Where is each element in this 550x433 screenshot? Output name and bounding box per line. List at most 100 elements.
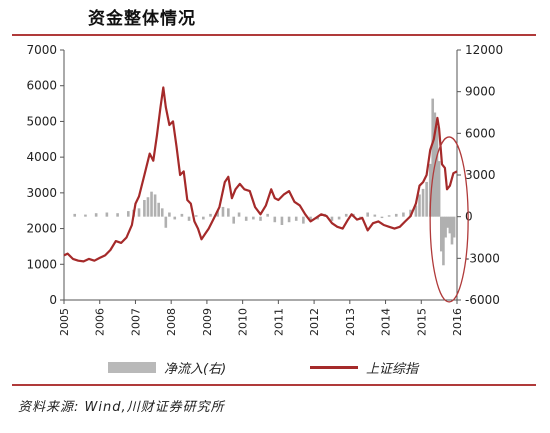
title-divider bbox=[12, 34, 536, 36]
net-inflow-bar bbox=[194, 215, 198, 217]
net-inflow-bar bbox=[116, 213, 119, 217]
net-inflow-bar bbox=[373, 214, 377, 217]
left-tick-label: 1000 bbox=[26, 257, 57, 271]
net-inflow-bar bbox=[164, 216, 168, 228]
right-tick-label: 6000 bbox=[465, 126, 496, 140]
net-inflow-bar bbox=[160, 208, 164, 217]
x-tick-label: 2015 bbox=[415, 308, 428, 336]
net-inflow-bar bbox=[280, 216, 284, 225]
right-tick-label: 0 bbox=[465, 210, 473, 224]
left-tick-label: 0 bbox=[49, 293, 57, 307]
net-inflow-bar bbox=[84, 214, 87, 217]
net-inflow-bar bbox=[273, 216, 277, 223]
x-tick-label: 2006 bbox=[94, 308, 107, 336]
net-inflow-bar bbox=[435, 126, 439, 217]
right-tick-label: 3000 bbox=[465, 168, 496, 182]
net-inflow-bar bbox=[157, 202, 160, 217]
net-inflow-bar bbox=[137, 208, 141, 217]
net-inflow-bar bbox=[446, 216, 450, 228]
x-tick-label: 2012 bbox=[308, 308, 321, 336]
net-inflow-bar bbox=[394, 213, 398, 217]
net-inflow-bar bbox=[450, 216, 454, 245]
net-inflow-bar bbox=[94, 213, 98, 217]
x-tick-label: 2005 bbox=[58, 308, 71, 336]
x-tick-label: 2016 bbox=[451, 308, 464, 336]
left-tick-label: 3000 bbox=[26, 186, 57, 200]
net-inflow-bar bbox=[428, 163, 432, 217]
net-inflow-bar bbox=[202, 216, 205, 220]
x-tick-label: 2009 bbox=[201, 308, 214, 336]
net-inflow-bar bbox=[287, 216, 291, 223]
net-inflow-bar bbox=[266, 213, 269, 217]
net-inflow-bar bbox=[180, 213, 184, 217]
net-inflow-bar bbox=[309, 216, 312, 221]
x-tick-label: 2010 bbox=[237, 308, 250, 336]
left-tick-label: 6000 bbox=[26, 79, 57, 93]
net-inflow-bar bbox=[414, 205, 418, 217]
net-inflow-bar bbox=[402, 212, 405, 217]
x-tick-label: 2014 bbox=[380, 308, 393, 336]
right-tick-label: -6000 bbox=[465, 293, 500, 307]
net-inflow-bar bbox=[366, 212, 369, 217]
left-tick-label: 5000 bbox=[26, 114, 57, 128]
net-inflow-bar bbox=[173, 216, 177, 220]
net-inflow-bar bbox=[127, 211, 130, 217]
index-line bbox=[63, 86, 458, 263]
net-inflow-bar bbox=[105, 212, 109, 217]
net-inflow-bar bbox=[252, 216, 255, 220]
legend-swatch-index bbox=[310, 366, 358, 369]
chart-title: 资金整体情况 bbox=[88, 9, 196, 29]
net-inflow-bar bbox=[146, 197, 150, 217]
net-inflow-bar bbox=[153, 194, 157, 217]
net-inflow-bar bbox=[221, 206, 225, 217]
highlight-ellipse bbox=[429, 136, 469, 303]
net-inflow-bar bbox=[448, 216, 452, 234]
right-tick-label: 12000 bbox=[465, 43, 503, 57]
net-inflow-bar bbox=[421, 188, 425, 217]
source-note: 资料来源: Wind,川财证券研究所 bbox=[18, 400, 225, 415]
legend-swatch-net-inflow bbox=[108, 362, 156, 373]
left-tick-label: 4000 bbox=[26, 150, 57, 164]
net-inflow-bar bbox=[387, 215, 391, 217]
x-tick-label: 2013 bbox=[344, 308, 357, 336]
x-tick-label: 2011 bbox=[272, 308, 285, 336]
net-inflow-bar bbox=[439, 216, 443, 252]
net-inflow-bar bbox=[302, 216, 305, 224]
right-tick-label: -3000 bbox=[465, 251, 500, 265]
source-divider bbox=[12, 384, 536, 386]
net-inflow-bar bbox=[237, 212, 241, 217]
net-inflow-bar bbox=[344, 213, 348, 217]
net-inflow-bar bbox=[425, 181, 428, 217]
net-inflow-bar bbox=[337, 216, 341, 220]
x-tick-label: 2008 bbox=[165, 308, 178, 336]
net-inflow-bar bbox=[259, 216, 262, 221]
net-inflow-bar bbox=[168, 212, 171, 217]
legend-label-net-inflow: 净流入(右) bbox=[164, 362, 227, 377]
net-inflow-bar bbox=[444, 216, 447, 238]
net-inflow-bar bbox=[143, 200, 146, 217]
net-inflow-bar bbox=[187, 216, 191, 221]
net-inflow-bar bbox=[216, 211, 219, 217]
left-tick-label: 7000 bbox=[26, 43, 57, 57]
right-tick-label: 9000 bbox=[465, 85, 496, 99]
legend-label-index: 上证综指 bbox=[366, 362, 419, 377]
net-inflow-bar bbox=[452, 216, 456, 238]
net-inflow-bar bbox=[437, 161, 441, 217]
left-tick-label: 2000 bbox=[26, 222, 57, 236]
net-inflow-bar bbox=[431, 98, 435, 217]
net-inflow-bar bbox=[380, 216, 384, 219]
net-inflow-bar bbox=[316, 216, 319, 220]
net-inflow-bar bbox=[418, 194, 421, 217]
net-inflow-bar bbox=[409, 209, 412, 217]
net-inflow-bar bbox=[150, 191, 153, 217]
net-inflow-bar bbox=[244, 216, 248, 221]
x-tick-label: 2007 bbox=[129, 308, 142, 336]
net-inflow-bar bbox=[232, 216, 236, 224]
net-inflow-bar bbox=[442, 216, 445, 266]
net-inflow-bar bbox=[330, 216, 334, 221]
net-inflow-bar bbox=[227, 208, 230, 217]
net-inflow-bar bbox=[294, 216, 298, 221]
net-inflow-bar bbox=[209, 213, 212, 217]
net-inflow-bar bbox=[73, 213, 77, 217]
